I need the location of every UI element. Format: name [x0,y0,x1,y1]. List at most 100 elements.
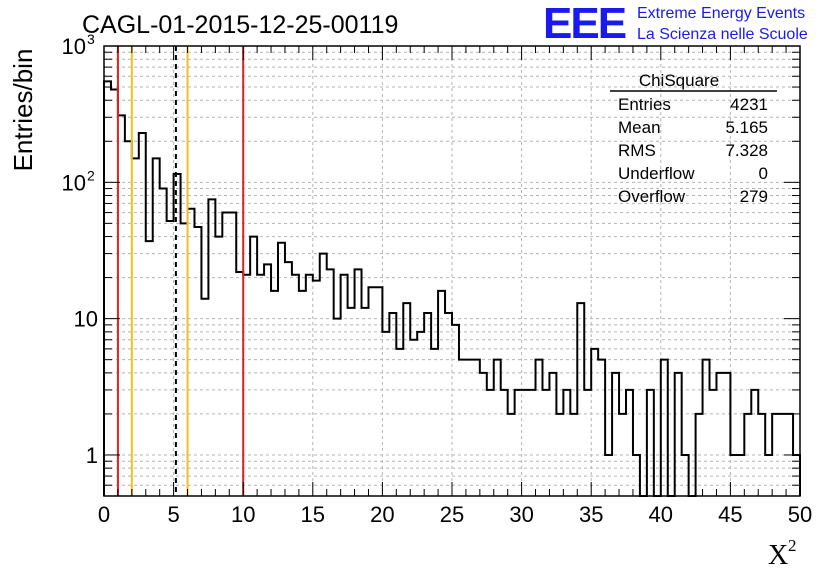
histogram-bin [389,313,396,496]
histogram-bin [160,189,167,496]
histogram-bin [703,360,710,496]
y-tick-label: 10 [74,307,98,332]
y-tick-label: 1 [86,443,98,468]
histogram-bin [542,390,549,496]
x-tick-label: 45 [718,502,742,527]
histogram-bin [730,455,737,496]
x-tick-label: 40 [649,502,673,527]
histogram-bin [313,281,320,496]
histogram-bin [139,133,146,496]
histogram-bin [501,390,508,496]
histogram-bin [410,340,417,496]
histogram-bin [605,455,612,496]
histogram-bin [396,349,403,496]
histogram-bin [306,275,313,496]
histogram-bin [536,360,543,496]
histogram [103,80,801,497]
histogram-bin [375,287,382,496]
histogram-bin [577,303,584,496]
stats-title: ChiSquare [639,71,719,90]
histogram-bin [661,360,668,496]
y-tick-label: 10 [62,170,86,195]
x-tick-label: 30 [509,502,533,527]
stats-value-rms: 7.328 [725,141,768,160]
histogram-bin [619,414,626,496]
histogram-bin [167,221,174,496]
histogram-bin [125,141,132,496]
stats-value-overflow: 279 [740,187,768,206]
histogram-bin [257,275,264,496]
histogram-bin [710,390,717,496]
histogram-bin [466,360,473,496]
histogram-bin [480,373,487,496]
histogram-bin [132,158,139,496]
eee-logo-mark: EEE [543,0,626,48]
histogram-bin [723,373,730,496]
histogram-bin [494,360,501,496]
x-tick-label: 50 [788,502,812,527]
histogram-bin [508,414,515,496]
histogram-bin [682,455,689,496]
histogram-bin [598,360,605,496]
histogram-bin [153,158,160,496]
histogram-bin [299,291,306,496]
histogram-bin [570,414,577,496]
histogram-bin [201,299,208,496]
histogram-bin [591,349,598,496]
histogram-bin [612,373,619,496]
chart-title: CAGL-01-2015-12-25-00119 [82,11,398,39]
y-tick-exponent: 2 [87,167,95,183]
histogram-bin [327,269,334,496]
histogram-bin [111,89,118,496]
histogram-bin [146,241,153,496]
histogram-bin [382,332,389,496]
histogram-bin [529,390,536,496]
y-axis-label: Entries/bin [8,49,38,172]
histogram-bin [229,213,236,496]
histogram-bin [188,209,195,496]
histogram-bin [647,390,654,496]
histogram-bin [368,287,375,496]
histogram-bin [174,174,181,496]
y-tick-exponent: 3 [87,31,95,47]
histogram-bin [208,199,215,496]
x-tick-label: 20 [370,502,394,527]
histogram-bin [737,455,744,496]
histogram-bin [744,414,751,496]
stats-label-mean: Mean [618,118,661,137]
histogram-bin [696,414,703,496]
stats-value-mean: 5.165 [725,118,768,137]
stats-label-overflow: Overflow [618,187,686,206]
histogram-bin [417,332,424,496]
stats-label-rms: RMS [618,141,656,160]
histogram-bin [438,291,445,496]
x-tick-label: 15 [301,502,325,527]
histogram-bin [563,390,570,496]
histogram-bin [445,313,452,496]
histogram-bin [549,373,556,496]
histogram-bin [181,223,188,496]
eee-logo: EEE Extreme Energy Events La Scienza nel… [543,0,808,48]
histogram-bin [292,275,299,496]
histogram-bin [243,275,250,496]
histogram-bin [515,390,522,496]
histogram-bin [104,81,111,496]
x-tick-label: 0 [98,502,110,527]
histogram-bin [522,390,529,496]
histogram-bin [556,414,563,496]
x-tick-label: 5 [167,502,179,527]
histogram-bin [633,455,640,496]
stats-label-underflow: Underflow [618,164,695,183]
histogram-bin [403,303,410,496]
histogram-bin [473,360,480,496]
histogram-bin [626,390,633,496]
x-tick-label: 25 [440,502,464,527]
histogram-bin [487,390,494,496]
histogram-outline [103,80,801,497]
histogram-bin [765,455,772,496]
histogram-bin [452,325,459,496]
histogram-bin [431,349,438,496]
histogram-bin [271,291,278,496]
x-axis-label-superscript: 2 [788,536,797,555]
